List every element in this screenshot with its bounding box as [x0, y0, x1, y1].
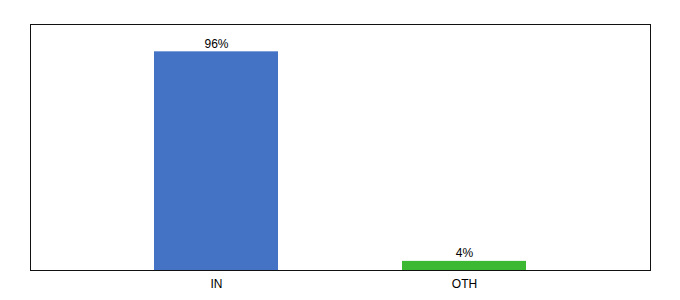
svg-text:96%: 96% [204, 37, 228, 51]
svg-text:OTH: OTH [452, 277, 477, 291]
svg-text:IN: IN [211, 277, 223, 291]
svg-text:4%: 4% [456, 246, 474, 260]
